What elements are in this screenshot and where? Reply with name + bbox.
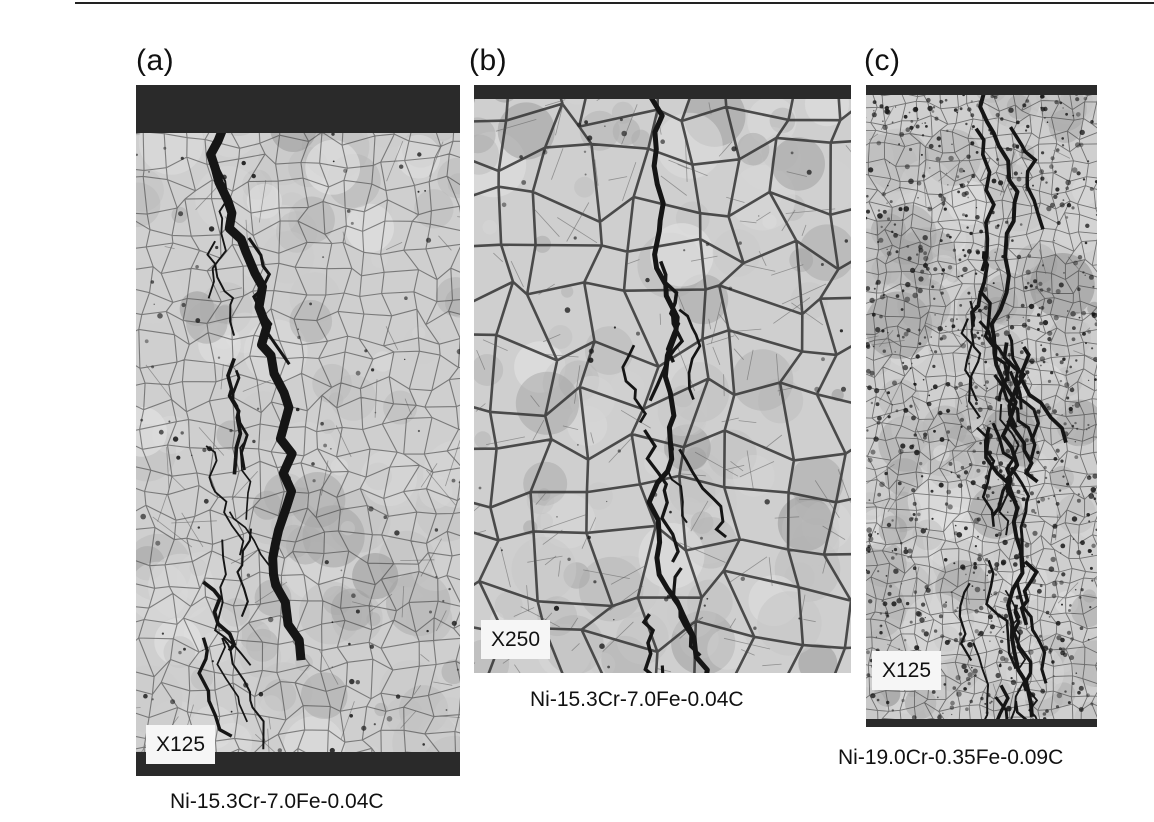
- micrograph-c: [866, 85, 1097, 727]
- panel-a-magnification: X125: [146, 725, 216, 764]
- panel-a-letter: (a): [136, 44, 175, 77]
- panel-b-magnification: X250: [481, 620, 551, 659]
- top-divider: [75, 2, 1154, 4]
- micrograph-c-image: [866, 85, 1097, 727]
- panel-c-magnification: X125: [872, 651, 942, 690]
- panel-b-caption: Ni-15.3Cr-7.0Fe-0.04C: [530, 688, 744, 711]
- micrograph-b: [474, 85, 851, 673]
- micrograph-a: [136, 85, 460, 776]
- micrograph-b-image: [474, 85, 851, 673]
- panel-b-letter: (b): [469, 44, 508, 77]
- panel-c-letter: (c): [864, 44, 901, 77]
- micrograph-a-image: [136, 85, 460, 776]
- panel-c-caption: Ni-19.0Cr-0.35Fe-0.09C: [838, 746, 1064, 769]
- panel-a-caption: Ni-15.3Cr-7.0Fe-0.04C: [170, 790, 384, 813]
